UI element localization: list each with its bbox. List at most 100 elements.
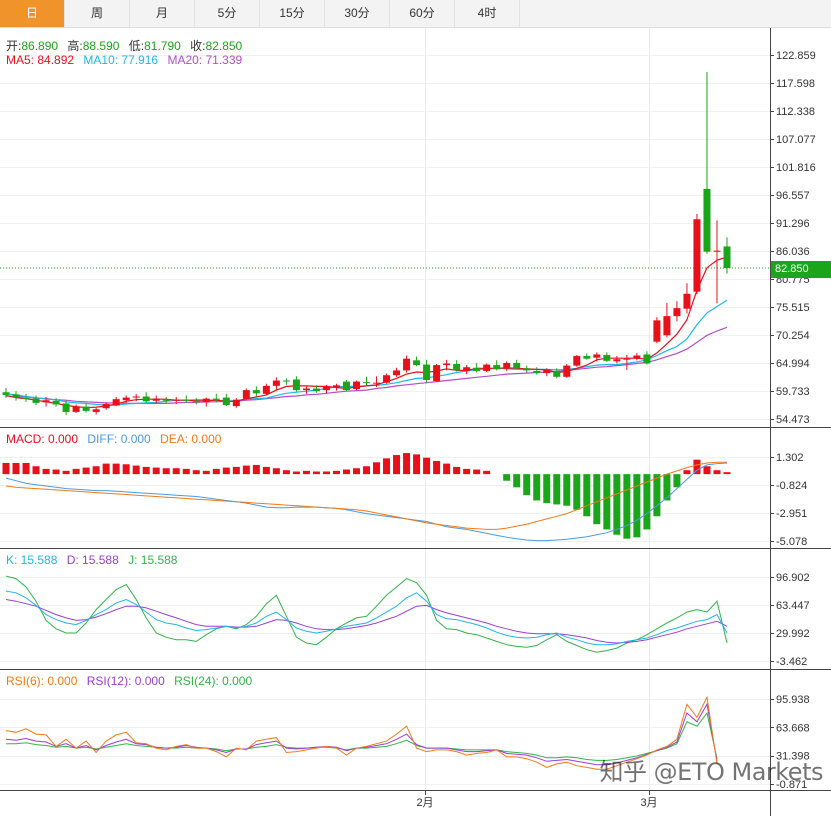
low-label: 低: [128, 39, 145, 53]
tab-30min[interactable]: 30分 [325, 0, 390, 27]
ma10-legend: MA10: 77.916 [83, 53, 159, 67]
y-tick-label: -0.871 [776, 779, 807, 791]
macd-bar [72, 468, 80, 475]
kdj-legend-d: D: 15.588 [66, 553, 119, 567]
y-tick-label: 70.254 [776, 330, 810, 342]
y-tick-label: 64.994 [776, 358, 810, 370]
macd-legend-dea: DEA: 0.000 [160, 432, 222, 446]
macd-bar [142, 466, 150, 475]
y-tick-label: -0.824 [776, 480, 807, 492]
macd-bar [132, 465, 140, 475]
macd-bar [473, 469, 481, 475]
candle-body [443, 363, 451, 366]
macd-bar [643, 474, 651, 530]
macd-bar [102, 463, 110, 475]
rsi-legend-24: RSI(24): 0.000 [174, 674, 253, 688]
diff-line [5, 462, 728, 542]
macd-bar [413, 454, 421, 475]
macd-bar [403, 453, 411, 475]
macd-bar [503, 474, 511, 481]
tab-15min[interactable]: 15分 [260, 0, 325, 27]
candle-body [12, 394, 20, 398]
macd-bar [593, 474, 601, 525]
candle-body [473, 367, 481, 371]
kdj-legend-k: K: 15.588 [6, 553, 58, 567]
open-value: 86.890 [21, 39, 59, 53]
macd-bar [212, 468, 220, 475]
macd-bar [703, 466, 711, 475]
macd-bar [713, 470, 721, 475]
macd-bar [523, 474, 531, 496]
kdj-legend-j: J: 15.588 [128, 553, 178, 567]
rsi-legend: RSI(6): 0.000 RSI(12): 0.000 RSI(24): 0.… [6, 674, 252, 688]
candle-body [693, 219, 701, 292]
macd-bar [22, 462, 30, 475]
y-tick-label: 1.302 [776, 452, 804, 464]
candle-body [332, 385, 340, 387]
tab-day[interactable]: 日 [0, 0, 65, 27]
macd-bar [32, 466, 40, 475]
macd-bar [633, 474, 641, 538]
x-tick-label: 2月 [416, 797, 433, 809]
tab-60min[interactable]: 60分 [390, 0, 455, 27]
macd-bar [242, 465, 250, 475]
j-line [5, 575, 728, 653]
candle-body [302, 388, 310, 391]
y-tick-label: -2.951 [776, 508, 807, 520]
macd-bar [723, 472, 731, 475]
macd-bar [342, 469, 350, 475]
candle-body [2, 392, 10, 395]
candle-body [202, 398, 210, 403]
kdj-panel [5, 575, 728, 653]
grid-lines [0, 28, 770, 790]
candle-body [132, 396, 140, 398]
candle-body [723, 246, 731, 268]
tab-5min[interactable]: 5分 [195, 0, 260, 27]
candle-body [22, 398, 30, 400]
candle-body [603, 354, 611, 361]
y-tick-label: 31.398 [776, 751, 810, 763]
candle-body [242, 390, 250, 399]
candle-body [503, 362, 511, 369]
low-value: 81.790 [144, 39, 181, 53]
high-value: 88.590 [82, 39, 120, 53]
macd-bar [202, 470, 210, 475]
macd-bar [332, 470, 340, 475]
macd-legend: MACD: 0.000 DIFF: 0.000 DEA: 0.000 [6, 432, 221, 446]
candle-body [703, 188, 711, 252]
macd-bar [232, 466, 240, 475]
macd-bar [172, 468, 180, 475]
candle-body [32, 398, 40, 403]
candle-body [112, 399, 120, 406]
y-tick-label: 122.859 [776, 50, 816, 62]
macd-bar [12, 462, 20, 475]
y-tick-label: 96.557 [776, 190, 810, 202]
high-label: 高: [67, 39, 83, 53]
tab-month[interactable]: 月 [130, 0, 195, 27]
y-tick-label: 86.036 [776, 246, 810, 258]
macd-bar [463, 468, 471, 475]
candle-body [573, 356, 581, 366]
y-tick-label: 63.668 [776, 722, 810, 734]
macd-bar [252, 464, 260, 475]
candle-body [182, 399, 190, 401]
candle-body [272, 380, 280, 386]
macd-bar [262, 466, 270, 475]
y-tick-label: 75.515 [776, 302, 810, 314]
watermark: 知乎 @ETO Markets [599, 758, 824, 786]
macd-bar [383, 458, 391, 475]
y-tick-label: -3.462 [776, 656, 807, 668]
candle-body [92, 409, 100, 412]
candle-body [282, 380, 290, 382]
tab-week[interactable]: 周 [65, 0, 130, 27]
macd-bar [443, 463, 451, 475]
candle-body [383, 375, 391, 383]
macd-bar [373, 462, 381, 475]
tab-4hour[interactable]: 4时 [455, 0, 520, 27]
macd-bar [483, 470, 491, 475]
candle-body [523, 368, 531, 371]
ma5-legend: MA5: 84.892 [6, 53, 75, 67]
macd-bar [663, 474, 671, 501]
y-tick-label: 101.816 [776, 162, 816, 174]
